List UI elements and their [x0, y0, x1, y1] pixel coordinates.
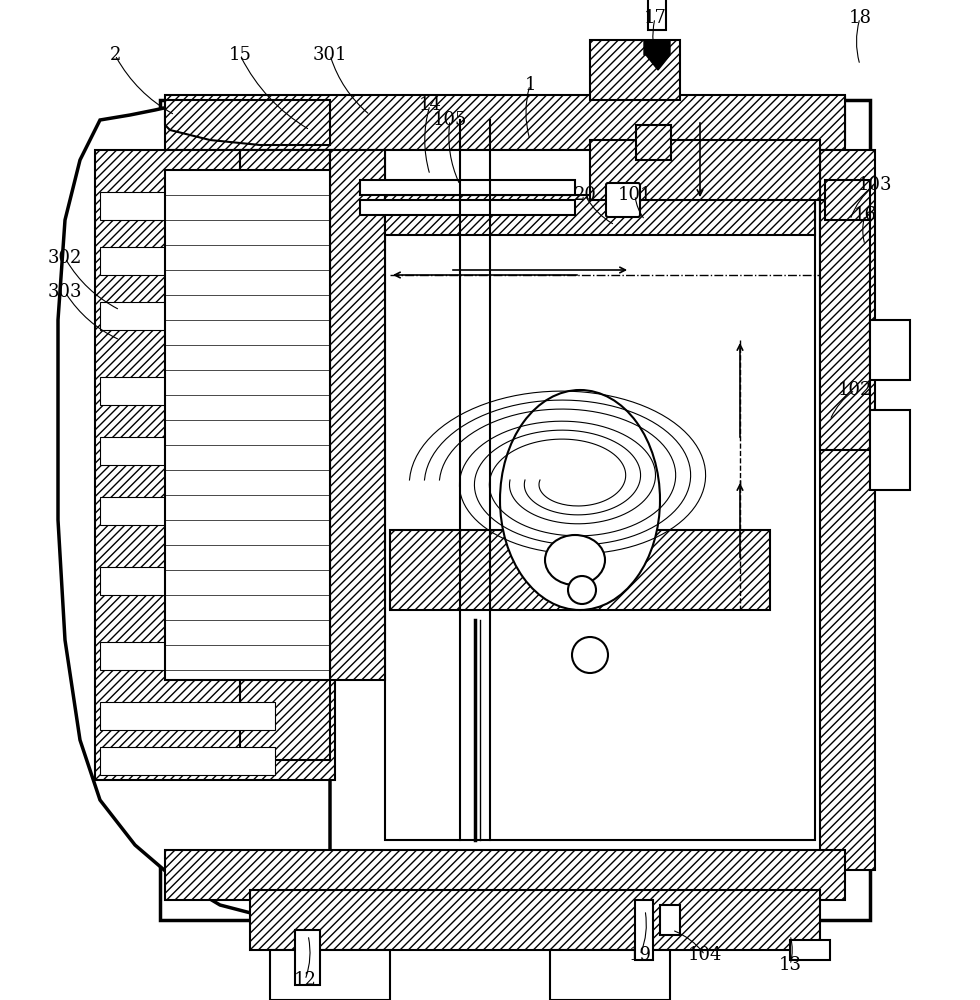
Bar	[636, 125, 671, 160]
Bar	[330, 150, 385, 680]
Bar	[100, 747, 275, 775]
Bar	[360, 180, 575, 195]
Text: 18: 18	[849, 9, 871, 27]
Bar	[790, 940, 830, 960]
Bar	[270, 950, 390, 1000]
Text: 17: 17	[644, 9, 666, 27]
Text: 104: 104	[688, 946, 722, 964]
Bar	[820, 150, 875, 870]
Text: 303: 303	[48, 283, 82, 301]
Bar	[100, 302, 275, 330]
Bar	[385, 195, 815, 235]
Circle shape	[572, 637, 608, 673]
Bar	[390, 530, 770, 610]
Bar	[820, 200, 870, 450]
Bar	[100, 642, 275, 670]
Text: 1: 1	[524, 76, 536, 94]
Bar	[165, 95, 845, 145]
Ellipse shape	[545, 535, 605, 585]
Bar	[95, 150, 335, 780]
Bar	[165, 850, 845, 900]
Bar	[550, 950, 670, 1000]
Bar	[250, 890, 820, 950]
Bar	[825, 180, 870, 220]
Bar	[160, 100, 870, 920]
Text: 13: 13	[778, 956, 802, 974]
FancyBboxPatch shape	[165, 95, 845, 150]
Bar	[385, 195, 815, 235]
Bar	[100, 497, 275, 525]
Text: 302: 302	[48, 249, 82, 267]
FancyBboxPatch shape	[606, 183, 640, 217]
Ellipse shape	[568, 576, 596, 604]
Bar	[360, 200, 575, 215]
Bar	[330, 150, 385, 680]
Text: 301: 301	[313, 46, 347, 64]
Polygon shape	[644, 40, 670, 70]
Bar	[820, 150, 875, 870]
Bar	[870, 410, 910, 490]
Bar	[240, 150, 330, 760]
Polygon shape	[165, 100, 330, 145]
Text: 16: 16	[854, 206, 876, 224]
Bar	[590, 140, 820, 200]
Bar	[165, 850, 845, 900]
Bar	[820, 200, 870, 450]
Bar	[295, 930, 320, 985]
Bar	[635, 900, 653, 960]
Text: 14: 14	[418, 96, 441, 114]
Bar	[100, 192, 275, 220]
Bar	[165, 95, 845, 145]
Bar	[590, 140, 820, 200]
Bar	[240, 150, 330, 760]
Bar	[870, 320, 910, 380]
Bar	[100, 377, 275, 405]
Text: 102: 102	[838, 381, 872, 399]
Text: 2: 2	[110, 46, 121, 64]
Bar	[660, 905, 680, 935]
Bar	[100, 702, 275, 730]
Bar	[95, 150, 335, 780]
Text: 103: 103	[858, 176, 892, 194]
Bar	[100, 437, 275, 465]
Bar	[825, 180, 870, 220]
Bar	[648, 0, 666, 30]
Bar	[636, 125, 671, 160]
Text: 105: 105	[433, 111, 467, 129]
Bar	[385, 150, 815, 840]
Bar	[250, 890, 820, 950]
Polygon shape	[58, 100, 330, 920]
Text: 15: 15	[228, 46, 252, 64]
Bar	[165, 170, 330, 680]
Ellipse shape	[500, 390, 660, 610]
Text: 101: 101	[617, 186, 653, 204]
Bar	[590, 40, 680, 100]
Bar	[100, 247, 275, 275]
Text: 20: 20	[573, 186, 597, 204]
Text: 19: 19	[628, 946, 652, 964]
Text: 12: 12	[294, 971, 317, 989]
Bar	[590, 40, 680, 100]
Bar	[390, 530, 770, 610]
Bar	[100, 567, 275, 595]
